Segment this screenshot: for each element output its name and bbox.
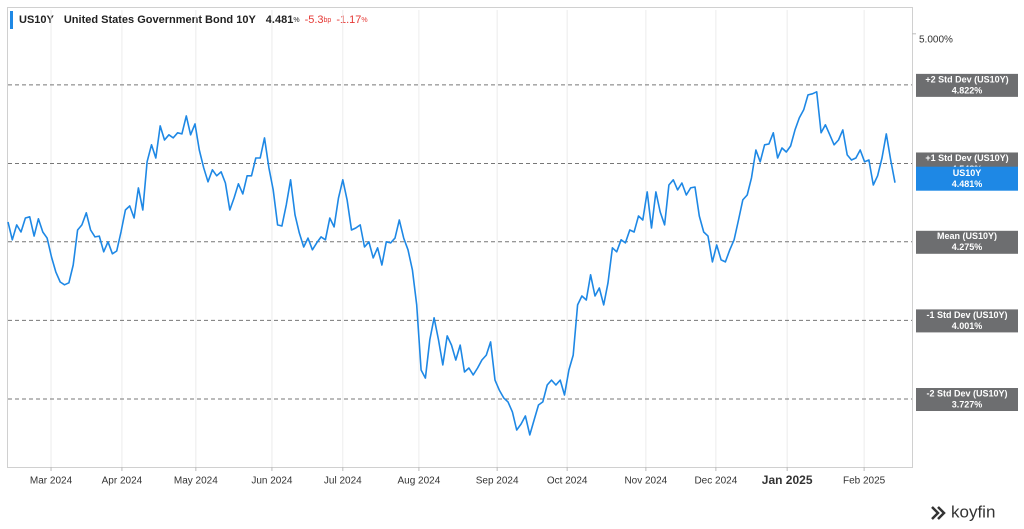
reference-value: 4.001% xyxy=(952,321,983,331)
x-tick-label: Sep 2024 xyxy=(476,476,519,487)
last-value-label: 4.481% xyxy=(952,179,983,189)
x-tick-label: Aug 2024 xyxy=(397,476,440,487)
brand-logo xyxy=(931,506,946,520)
reference-value: 4.275% xyxy=(952,242,983,252)
reference-value: 3.727% xyxy=(952,399,983,409)
reference-box xyxy=(916,309,1018,333)
series-swatch xyxy=(10,11,13,29)
y-tick-label: 5.000% xyxy=(919,34,953,45)
x-tick-label: Apr 2024 xyxy=(102,476,143,487)
reference-name: Mean (US10Y) xyxy=(937,231,997,241)
plot-frame xyxy=(7,7,913,468)
price: 4.481 xyxy=(266,14,294,26)
series-line xyxy=(7,91,896,436)
last-value-box xyxy=(916,166,1018,191)
reference-name: +2 Std Dev (US10Y) xyxy=(925,74,1008,84)
header: US10Y United States Government Bond 10Y 4.… xyxy=(19,14,368,26)
reference-box xyxy=(916,230,1018,254)
x-tick-label: Mar 2024 xyxy=(30,476,73,487)
reference-name: -2 Std Dev (US10Y) xyxy=(926,388,1007,398)
brand: koyfin xyxy=(951,502,995,521)
reference-value: 4.822% xyxy=(952,85,983,95)
x-tick-label: Dec 2024 xyxy=(694,476,737,487)
reference-box xyxy=(916,388,1018,412)
change: -5.3 xyxy=(305,14,324,26)
price-unit: % xyxy=(293,17,299,24)
change-pct-unit: % xyxy=(361,17,367,24)
reference-name: +1 Std Dev (US10Y) xyxy=(925,153,1008,163)
x-tick-label: Jun 2024 xyxy=(251,476,293,487)
reference-name: -1 Std Dev (US10Y) xyxy=(926,310,1007,320)
x-tick-label: Feb 2025 xyxy=(843,476,886,487)
x-tick-label: May 2024 xyxy=(174,476,218,487)
ticker: US10Y xyxy=(19,14,55,26)
x-tick-label: Nov 2024 xyxy=(624,476,667,487)
title: United States Government Bond 10Y xyxy=(64,14,257,26)
change-unit: bp xyxy=(324,17,332,24)
change-pct: -1.17 xyxy=(336,14,361,26)
reference-box xyxy=(916,73,1018,97)
x-tick-label: Jul 2024 xyxy=(324,476,362,487)
x-tick-label: Oct 2024 xyxy=(547,476,588,487)
last-value-name: US10Y xyxy=(953,168,982,178)
x-tick-label: Jan 2025 xyxy=(762,473,813,487)
